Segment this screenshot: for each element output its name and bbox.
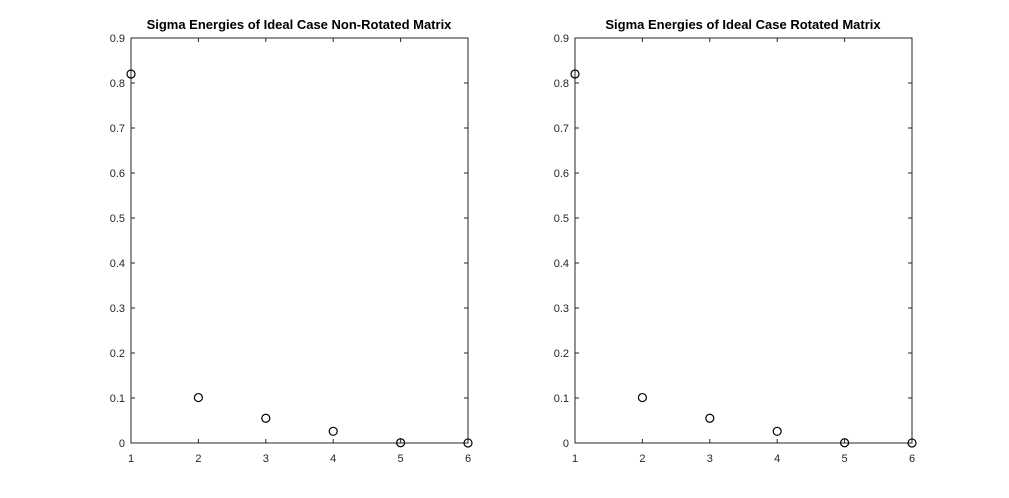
- data-point: [463, 438, 473, 448]
- axis-ticks: [574, 37, 913, 444]
- y-tick-label: 0.5: [110, 213, 125, 225]
- tick-labels: 1 2 3 4 5 6 0 0.1 0.2 0.3 0.4 0.5 0.6 0.7 0.8 0.9: [110, 33, 471, 465]
- subplot-non-rotated: Sigma Energies of Ideal Case Non-Rotated…: [110, 17, 473, 465]
- x-tick-label: 5: [398, 453, 404, 465]
- y-tick-label: 0.6: [110, 168, 125, 180]
- y-tick-label: 0.1: [554, 393, 569, 405]
- y-tick-label: 0.4: [110, 258, 125, 270]
- y-tick-label: 0.9: [110, 33, 125, 45]
- y-tick-label: 0.2: [110, 348, 125, 360]
- y-tick-label: 0.7: [554, 123, 569, 135]
- y-tick-label: 0.5: [554, 213, 569, 225]
- y-tick-label: 0.8: [554, 78, 569, 90]
- chart-title: Sigma Energies of Ideal Case Non-Rotated…: [147, 17, 453, 32]
- x-tick-label: 2: [639, 453, 645, 465]
- chart-title: Sigma Energies of Ideal Case Rotated Mat…: [605, 17, 881, 32]
- y-tick-label: 0.7: [110, 123, 125, 135]
- data-point: [396, 438, 406, 448]
- y-tick-label: 0.8: [110, 78, 125, 90]
- data-point: [126, 69, 136, 79]
- x-tick-label: 3: [707, 453, 713, 465]
- data-points: [126, 69, 473, 448]
- x-tick-label: 1: [572, 453, 578, 465]
- y-tick-label: 0.3: [110, 303, 125, 315]
- data-point: [261, 413, 271, 423]
- data-point: [705, 413, 715, 423]
- x-tick-label: 2: [195, 453, 201, 465]
- axes-box: [574, 37, 913, 444]
- data-point: [570, 69, 580, 79]
- data-point: [907, 438, 917, 448]
- x-tick-label: 5: [842, 453, 848, 465]
- axis-ticks: [130, 37, 469, 444]
- subplot-rotated: Sigma Energies of Ideal Case Rotated Mat…: [554, 17, 917, 465]
- data-point: [193, 392, 203, 403]
- y-tick-label: 0.3: [554, 303, 569, 315]
- y-tick-label: 0.6: [554, 168, 569, 180]
- y-tick-label: 0.1: [110, 393, 125, 405]
- tick-labels: 1 2 3 4 5 6 0 0.1 0.2 0.3 0.4 0.5 0.6 0.7 0.8 0.9: [554, 33, 915, 465]
- x-tick-label: 6: [465, 453, 471, 465]
- data-point: [772, 426, 782, 436]
- y-tick-label: 0.2: [554, 348, 569, 360]
- x-tick-label: 1: [128, 453, 134, 465]
- y-tick-label: 0.9: [554, 33, 569, 45]
- x-tick-label: 6: [909, 453, 915, 465]
- axes-box: [130, 37, 469, 444]
- y-tick-label: 0: [119, 438, 125, 450]
- y-tick-label: 0.4: [554, 258, 569, 270]
- x-tick-label: 3: [263, 453, 269, 465]
- x-tick-label: 4: [330, 453, 336, 465]
- x-tick-label: 4: [774, 453, 780, 465]
- data-points: [570, 69, 917, 448]
- y-tick-label: 0: [563, 438, 569, 450]
- data-point: [839, 438, 850, 448]
- data-point: [328, 426, 338, 436]
- data-point: [637, 392, 648, 403]
